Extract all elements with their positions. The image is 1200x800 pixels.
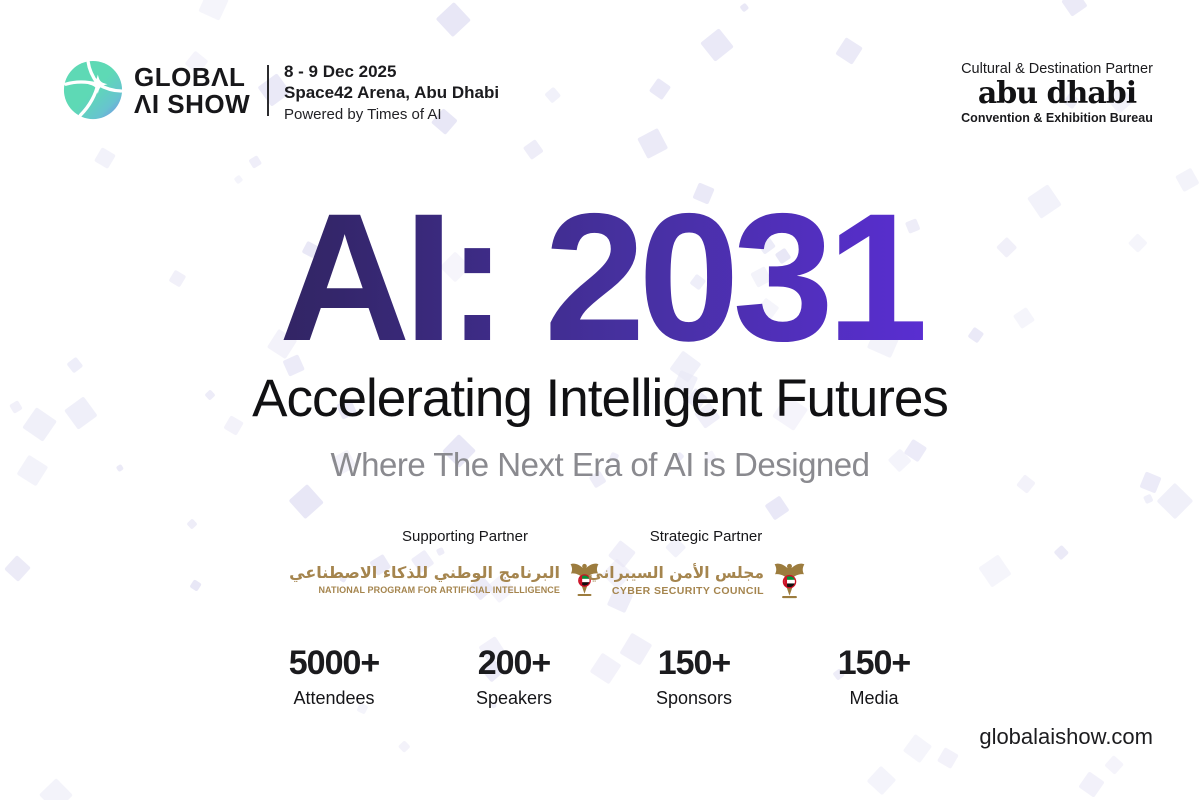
stat-label: Attendees (293, 688, 375, 708)
supporting-partner-block: Supporting Partner البرنامج الوطني للذكا… (289, 528, 600, 601)
stat-attendees: 5000+ Attendees (244, 644, 424, 709)
event-details: 8 - 9 Dec 2025 Space42 Arena, Abu Dhabi … (284, 61, 499, 125)
wordmark-line2: ΛI SHOW (134, 89, 251, 119)
event-venue: Space42 Arena, Abu Dhabi (284, 83, 500, 102)
stat-sponsors: 150+ Sponsors (604, 644, 784, 709)
cultural-partner-label: Cultural & Destination Partner (961, 61, 1153, 77)
stat-label: Speakers (475, 688, 553, 708)
stat-value: 150+ (837, 644, 912, 682)
global-ai-show-wordmark: GLOBΛL ΛI SHOW (134, 64, 250, 118)
header-divider (267, 65, 269, 116)
hero-title: AI: 2031 (0, 186, 1200, 368)
cultural-partner-subtitle: Convention & Exhibition Bureau (961, 111, 1153, 125)
abu-dhabi-logo: abu dhabi (977, 76, 1137, 111)
supporting-partner-label: Supporting Partner (402, 528, 528, 545)
stat-value: 150+ (657, 644, 732, 682)
website-url: globalaishow.com (979, 724, 1153, 749)
strategic-partner-logo: مجلس الأمن السيبراني CYBER SECURITY COUN… (588, 557, 806, 603)
hero-tagline: Where The Next Era of AI is Designed (330, 446, 871, 483)
stat-value: 5000+ (288, 644, 381, 682)
hero-subtitle: Accelerating Intelligent Futures (252, 369, 949, 428)
stat-label: Media (849, 688, 899, 708)
uae-emblem-icon (773, 557, 806, 603)
strategic-partner-block: Strategic Partner مجلس الأمن السيبراني C… (588, 528, 806, 603)
wordmark-line1: GLOBΛL (134, 62, 246, 92)
stat-label: Sponsors (655, 688, 733, 708)
supporting-partner-arabic: البرنامج الوطني للذكاء الاصطناعي (289, 563, 560, 582)
strategic-partner-english: CYBER SECURITY COUNCIL (611, 585, 764, 597)
stat-media: 150+ Media (784, 644, 964, 709)
global-ai-show-globe-icon (63, 60, 123, 120)
event-powered-by: Powered by Times of AI (284, 106, 442, 123)
stats-row: 5000+ Attendees 200+ Speakers 150+ Spons… (244, 644, 964, 709)
stat-value: 200+ (477, 644, 552, 682)
supporting-partner-logo: البرنامج الوطني للذكاء الاصطناعي NATIONA… (289, 557, 600, 601)
cultural-partner-block: Cultural & Destination Partner abu dhabi… (952, 61, 1162, 125)
event-date: 8 - 9 Dec 2025 (284, 62, 397, 81)
stat-speakers: 200+ Speakers (424, 644, 604, 709)
supporting-partner-english: NATIONAL PROGRAM FOR ARTIFICIAL INTELLIG… (318, 585, 560, 595)
strategic-partner-arabic: مجلس الأمن السيبراني (587, 564, 764, 582)
strategic-partner-label: Strategic Partner (649, 528, 763, 545)
